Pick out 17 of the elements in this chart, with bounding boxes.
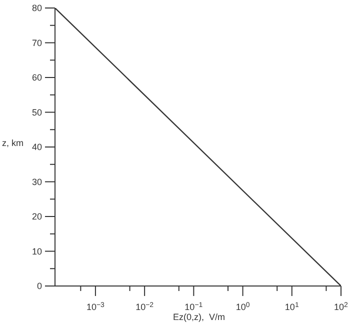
y-axis-title: z, km (2, 138, 24, 148)
x-tick-label: 10$^{1}$ (284, 302, 299, 312)
y-tick-label: 60 (32, 72, 42, 82)
y-tick-label: 80 (32, 3, 42, 13)
x-tick-label: 10$^{−1}$ (184, 302, 203, 312)
y-tick-label: 50 (32, 107, 42, 118)
x-tick-label: 10$^{−3}$ (86, 302, 105, 312)
x-axis-title: Ez(0,z), V/m (172, 312, 226, 322)
y-tick-label: 70 (32, 38, 42, 48)
y-tick-label: 20 (32, 212, 42, 222)
x-tick-label: 10$^{2}$ (334, 302, 348, 312)
y-tick-label: 0 (36, 281, 42, 291)
y-tick-label: 40 (32, 142, 42, 152)
y-tick-label: 10 (32, 246, 42, 256)
x-tick-label: 10$^{−2}$ (136, 302, 154, 312)
x-tick-label: 10$^{0}$ (236, 302, 250, 312)
y-tick-label: 30 (32, 176, 42, 187)
